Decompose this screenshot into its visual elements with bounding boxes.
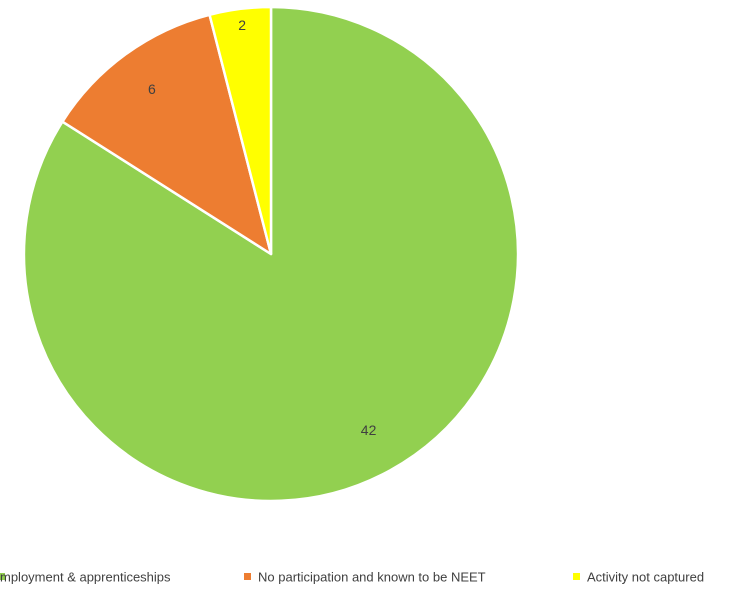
pie-slices [22,5,520,503]
legend-label-2: No participation and known to be NEET [258,569,486,584]
legend-marker-1 [0,573,5,580]
legend-label-3: Activity not captured [587,569,704,584]
data-label-3: 2 [238,17,246,33]
data-label-1: 42 [361,422,377,438]
legend-label-1: mployment & apprenticeships [0,569,171,584]
legend: mployment & apprenticeships No participat… [0,569,704,584]
legend-marker-3 [573,573,580,580]
data-label-2: 6 [148,81,156,97]
pie-data-labels: 42 6 2 [148,17,377,438]
pie-slice-2 [61,13,273,256]
pie-slice-3 [208,5,273,256]
legend-marker-2 [244,573,251,580]
